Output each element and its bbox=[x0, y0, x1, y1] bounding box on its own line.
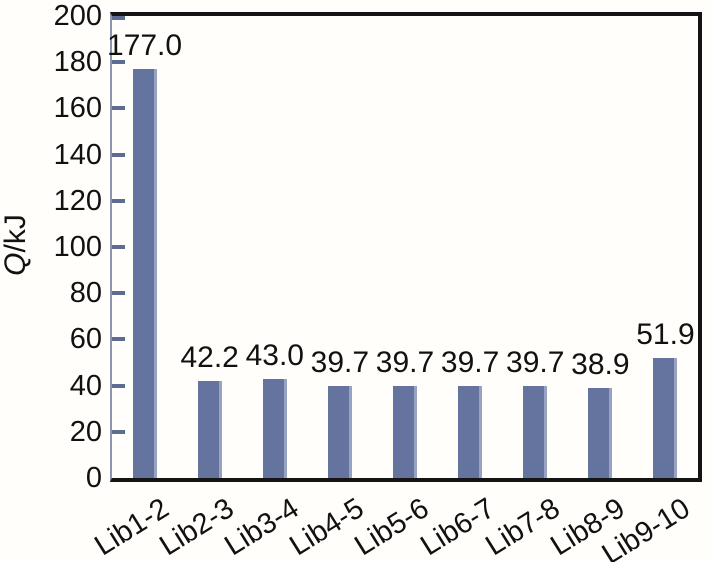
x-axis-tick-label: Lib7-8 bbox=[479, 492, 566, 562]
y-axis-tick-label: 160 bbox=[53, 92, 102, 125]
y-axis-tick-label: 140 bbox=[53, 138, 102, 171]
bar-value-label: 39.7 bbox=[440, 346, 500, 380]
bar-value-label: 51.9 bbox=[636, 318, 695, 352]
bar-value-label: 39.7 bbox=[375, 346, 435, 380]
bar-value-label: 43.0 bbox=[245, 338, 304, 372]
bar bbox=[262, 378, 287, 478]
y-axis-tick bbox=[112, 16, 125, 20]
x-axis-tick-label: Lib5-6 bbox=[349, 492, 435, 562]
bar bbox=[458, 386, 483, 478]
y-axis-tick bbox=[112, 60, 125, 65]
bar-value-label: 39.7 bbox=[310, 346, 370, 380]
y-axis-tick-label: 40 bbox=[69, 369, 102, 402]
x-axis-tick-label: Lib1-2 bbox=[89, 492, 175, 562]
y-axis-tick bbox=[112, 106, 125, 111]
bar bbox=[327, 386, 352, 478]
plot-area: 177.0 42.2 43.0 39.7 39.7 39.7 39.7 38.9 51.9 bbox=[107, 12, 702, 482]
x-axis-tick-label: Lib3-4 bbox=[219, 492, 305, 562]
y-axis-tick-label: 100 bbox=[53, 231, 102, 263]
bar-value-label: 38.9 bbox=[571, 348, 630, 382]
x-axis-tick-label: Lib2-3 bbox=[154, 492, 240, 562]
y-axis-tick-label: 180 bbox=[53, 46, 102, 79]
bar-value-label: 39.7 bbox=[506, 346, 565, 380]
y-axis-tick bbox=[112, 198, 125, 203]
y-axis-tick bbox=[112, 245, 125, 249]
bar bbox=[653, 358, 678, 478]
x-axis-tick-label: Lib6-7 bbox=[414, 492, 501, 562]
x-axis-tick-label: Lib4-5 bbox=[284, 492, 370, 562]
y-axis-tick bbox=[112, 383, 125, 388]
y-axis-tick-label: 60 bbox=[69, 323, 102, 356]
bar-value-label: 42.2 bbox=[180, 340, 239, 374]
y-axis-tick bbox=[112, 337, 125, 342]
bar bbox=[588, 388, 613, 478]
y-axis-tick-label: 200 bbox=[53, 0, 102, 32]
y-axis-tick bbox=[112, 152, 125, 157]
bar bbox=[132, 69, 157, 478]
bar-value-label: 177.0 bbox=[107, 29, 183, 63]
bar bbox=[393, 386, 417, 478]
bar bbox=[523, 386, 548, 478]
y-axis-tick bbox=[112, 429, 125, 434]
bar bbox=[197, 380, 222, 478]
y-axis-tick bbox=[112, 291, 125, 296]
y-axis-tick-label: 80 bbox=[69, 277, 102, 310]
y-axis-tick-label: 120 bbox=[53, 184, 102, 217]
y-axis-tick-label: 20 bbox=[69, 415, 102, 448]
y-axis-tick-label: 0 bbox=[85, 462, 102, 494]
